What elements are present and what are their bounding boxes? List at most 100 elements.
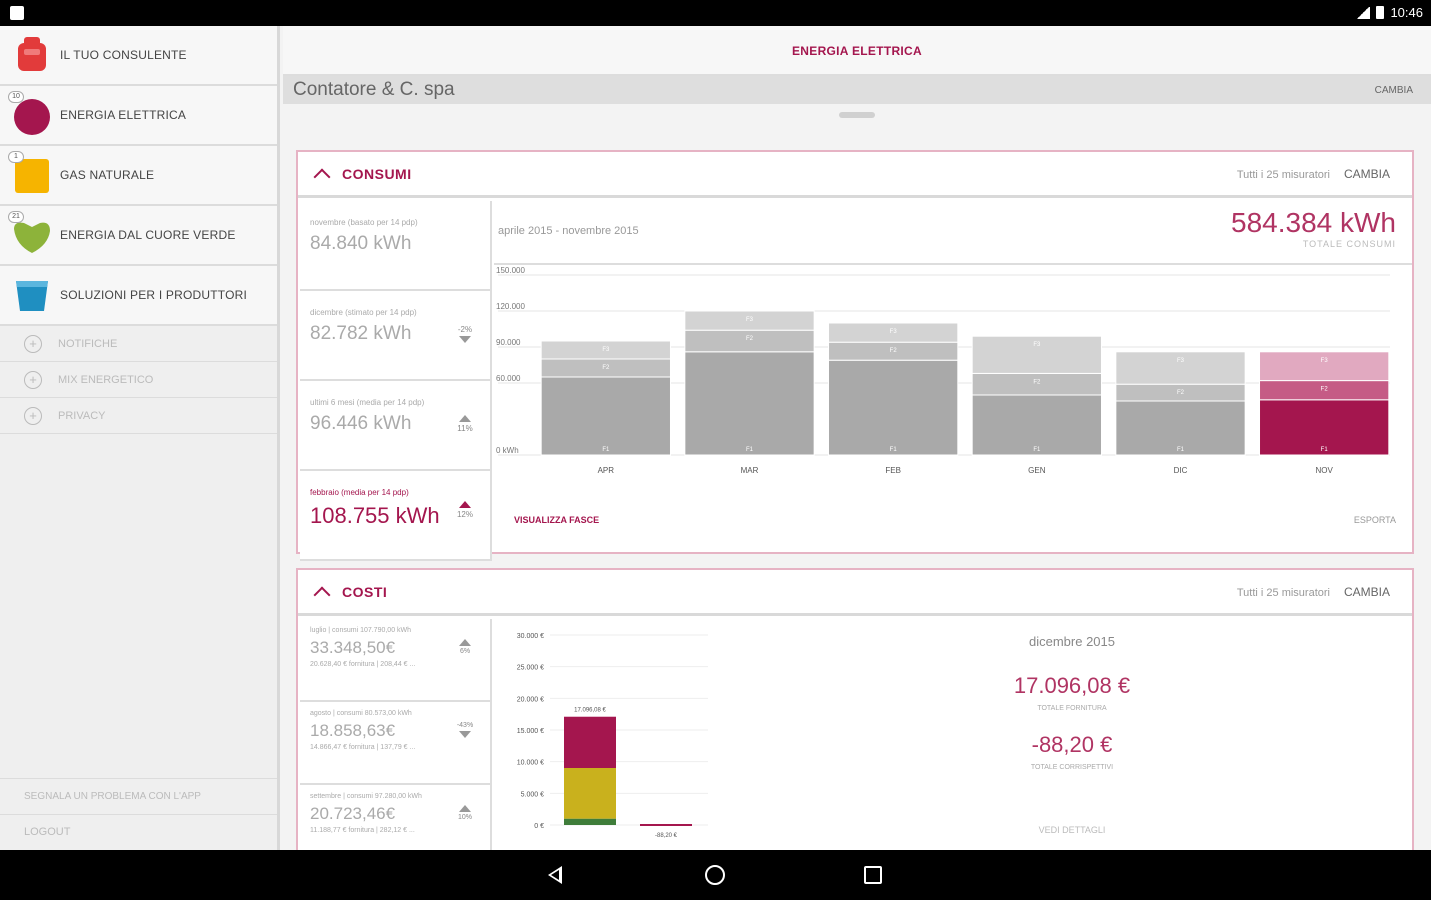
bar-segment-f1[interactable] <box>684 351 815 456</box>
consumption-header[interactable]: CONSUMI Tutti i 25 misuratori CAMBIA <box>298 152 1412 198</box>
kpi-value: 108.755 kWh <box>310 503 440 528</box>
change-meters-button[interactable]: CAMBIA <box>1343 166 1390 181</box>
bar-value-label: -88,20 € <box>655 833 678 839</box>
page-title: ENERGIA ELETTRICA <box>283 26 1431 76</box>
band-label: F3 <box>1033 342 1041 348</box>
trend-percent: -43% <box>456 722 474 729</box>
trend-up-indicator: 11% <box>454 415 476 433</box>
plus-icon: + <box>24 334 42 353</box>
consumption-filter: Tutti i 25 misuratori CAMBIA <box>1237 167 1390 181</box>
cost-segment-trasporto[interactable] <box>564 768 616 819</box>
y-tick-label: 0 € <box>534 823 544 830</box>
kpi-december[interactable]: dicembre (stimato per 14 pdp) 82.782 kWh… <box>300 291 492 381</box>
details-link[interactable]: VEDI DETTAGLI <box>1038 825 1106 835</box>
producers-icon <box>12 275 52 315</box>
costs-filter: Tutti i 25 misuratori CAMBIA <box>1237 585 1390 599</box>
sidebar-item-producers[interactable]: SOLUZIONI PER I PRODUTTORI <box>0 266 277 326</box>
sidebar-item-consultant[interactable]: IL TUO CONSULENTE <box>0 26 277 86</box>
y-tick-label: 120.000 <box>496 302 525 311</box>
band-label: F3 <box>890 329 898 335</box>
consumption-title-text: CONSUMI <box>342 165 412 182</box>
supplier-bar: Contatore & C. spa CAMBIA <box>283 76 1431 104</box>
cost-diff-caption: TOTALE CORRISPETTIVI <box>1030 764 1114 771</box>
sidebar-item-privacy[interactable]: + PRIVACY <box>0 398 277 434</box>
trend-up-indicator: 10% <box>454 805 476 821</box>
chevron-up-icon[interactable] <box>313 168 331 185</box>
change-meters-button[interactable]: CAMBIA <box>1343 584 1390 599</box>
trend-up-indicator: 12% <box>454 501 476 519</box>
sidebar-item-notifications[interactable]: + NOTIFICHE <box>0 326 277 362</box>
total-consumption-caption: TOTALE CONSUMI <box>1302 239 1396 249</box>
cost-kpi-july[interactable]: luglio | consumi 107.790,00 kWh 33.348,5… <box>300 619 492 702</box>
costs-card: COSTI Tutti i 25 misuratori CAMBIA luglio… <box>296 568 1414 850</box>
cost-kpi-august[interactable]: agosto | consumi 80.573,00 kWh 18.858,63… <box>300 702 492 785</box>
show-bands-link[interactable]: VISUALIZZA FASCE <box>514 515 600 525</box>
kpi-six-months[interactable]: ultimi 6 mesi (media per 14 pdp) 96.446 … <box>300 381 492 471</box>
report-problem-link[interactable]: SEGNALA UN PROBLEMA CON L'APP <box>0 778 277 814</box>
cost-bar-chart: 30.000 € 25.000 € 20.000 € 15.000 € 10.000 €… <box>517 633 708 839</box>
trend-down-indicator: -2% <box>454 325 476 343</box>
trend-percent: 6% <box>459 648 471 655</box>
sidebar-item-electricity[interactable]: 10 ENERGIA ELETTRICA <box>0 86 277 146</box>
arrow-up-icon <box>459 501 471 508</box>
notification-icon <box>10 6 24 20</box>
kpi-sub: 11.188,77 € fornitura | 282,12 € ... <box>310 827 415 834</box>
cost-kpi-september[interactable]: settembre | consumi 97.280,00 kWh 20.723… <box>300 785 492 850</box>
app: IL TUO CONSULENTE 10 ENERGIA ELETTRICA 1… <box>0 26 1431 850</box>
bar-segment-f3[interactable] <box>971 335 1102 374</box>
y-tick-label: 0 kWh <box>496 446 519 455</box>
x-tick-label: FEB <box>885 466 901 475</box>
export-link[interactable]: ESPORTA <box>1353 515 1396 525</box>
band-label: F1 <box>890 447 898 453</box>
sidebar-item-label: GAS NATURALE <box>60 168 155 182</box>
trend-percent: 10% <box>457 814 472 821</box>
sidebar: IL TUO CONSULENTE 10 ENERGIA ELETTRICA 1… <box>0 26 280 850</box>
clock: 10:46 <box>1390 5 1423 20</box>
arrow-up-icon <box>459 805 471 812</box>
costs-header[interactable]: COSTI Tutti i 25 misuratori CAMBIA <box>298 570 1412 616</box>
bar-segment-f1[interactable] <box>1259 399 1390 456</box>
consumption-chart: 0 kWh 60.000 90.000 120.000 150.000 F1 F2 F3 APR… <box>494 263 1412 475</box>
kpi-february[interactable]: febbraio (media per 14 pdp) 108.755 kWh … <box>300 471 492 561</box>
kpi-value: 18.858,63€ <box>310 721 396 740</box>
recent-apps-icon[interactable] <box>864 866 882 884</box>
cost-summary: dicembre 2015 17.096,08 € TOTALE FORNITU… <box>728 634 1416 835</box>
bar-segment-f3[interactable] <box>1259 351 1390 382</box>
bar-segment-f1[interactable] <box>971 394 1102 456</box>
y-tick-label: 5.000 € <box>521 791 544 798</box>
sidebar-item-gas[interactable]: 1 GAS NATURALE <box>0 146 277 206</box>
cost-segment-energia[interactable] <box>564 818 616 825</box>
bar-segment-f3[interactable] <box>828 322 959 343</box>
bar-segment-f1[interactable] <box>828 359 959 456</box>
bar-segment-f3[interactable] <box>540 340 671 360</box>
kpi-sub: 20.628,40 € fornitura | 208,44 € ... <box>310 661 416 668</box>
kpi-value: 82.782 kWh <box>310 323 412 344</box>
drawer-handle[interactable] <box>283 104 1431 126</box>
change-supplier-button[interactable]: CAMBIA <box>1374 84 1413 96</box>
bar-segment-f3[interactable] <box>684 310 815 331</box>
bar-segment-f1[interactable] <box>1115 400 1246 456</box>
band-label: F1 <box>1177 447 1185 453</box>
home-icon[interactable] <box>705 865 725 885</box>
kpi-november[interactable]: novembre (basato per 14 pdp) 84.840 kWh <box>300 201 492 291</box>
consumption-bar-chart: 0 kWh 60.000 90.000 120.000 150.000 F1 F2 F3 APR… <box>496 266 1390 475</box>
sidebar-item-energy-mix[interactable]: + MIX ENERGETICO <box>0 362 277 398</box>
band-label: F2 <box>1321 387 1329 393</box>
gas-icon: 1 <box>8 151 52 195</box>
cost-segment-imposte[interactable] <box>564 716 616 768</box>
consumption-card: CONSUMI Tutti i 25 misuratori CAMBIA nove… <box>296 150 1414 561</box>
bar-segment-f3[interactable] <box>1115 351 1246 385</box>
cost-diff-value: -88,20 € <box>1031 732 1113 757</box>
sidebar-item-green-energy[interactable]: 21 ENERGIA DAL CUORE VERDE <box>0 206 277 266</box>
sidebar-item-label: ENERGIA ELETTRICA <box>60 108 187 122</box>
cost-total-caption: TOTALE FORNITURA <box>1037 705 1107 712</box>
band-label: F3 <box>746 317 754 323</box>
back-icon[interactable] <box>548 866 562 884</box>
trend-up-indicator: 6% <box>454 639 476 655</box>
handle-bar <box>839 112 875 118</box>
status-bar: 10:46 <box>0 0 1431 26</box>
logout-link[interactable]: LOGOUT <box>0 814 277 850</box>
bar-segment-f1[interactable] <box>540 376 671 456</box>
chevron-up-icon[interactable] <box>313 586 331 603</box>
band-label: F2 <box>890 348 898 354</box>
